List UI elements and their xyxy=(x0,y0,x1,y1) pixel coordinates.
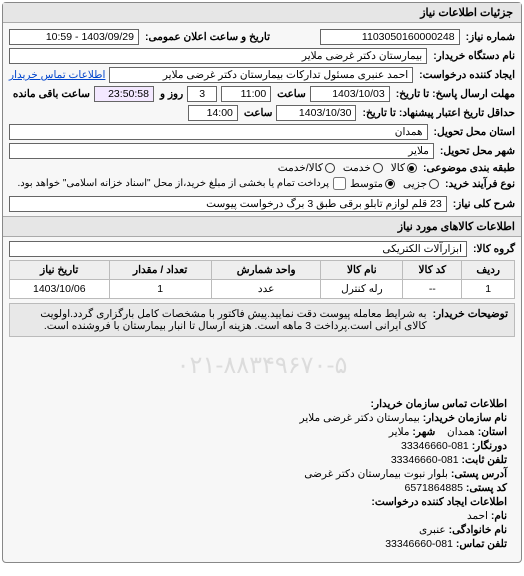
col-name: نام کالا xyxy=(321,261,403,280)
buyer-org-value: بیمارستان دکتر غرضی ملایر xyxy=(9,48,427,64)
panel-title: جزئیات اطلاعات نیاز xyxy=(3,3,521,23)
col-idx: ردیف xyxy=(462,261,515,280)
desc-value: 23 قلم لوازم تابلو برقی طبق 3 برگ درخواس… xyxy=(9,196,447,212)
province-label: استان محل تحویل: xyxy=(432,126,515,138)
req-no-value: 1103050160000248 xyxy=(320,29,460,45)
cat-service-option[interactable]: خدمت xyxy=(343,162,383,174)
group-label: گروه کالا: xyxy=(471,243,515,255)
cat-mixed-option[interactable]: کالا/خدمت xyxy=(278,162,335,174)
category-radio-group: کالا خدمت کالا/خدمت xyxy=(278,162,417,174)
row-city: شهر محل تحویل: ملایر xyxy=(9,143,515,159)
radio-icon xyxy=(407,163,417,173)
deadline-date: 1403/10/03 xyxy=(310,86,390,102)
col-code: کد کالا xyxy=(403,261,462,280)
row-buyer-org: نام دستگاه خریدار: بیمارستان دکتر غرضی م… xyxy=(9,48,515,64)
items-header-row: ردیف کد کالا نام کالا واحد شمارش تعداد /… xyxy=(10,261,515,280)
deadline-time: 11:00 xyxy=(221,86,271,102)
group-value: ابزارآلات الکتریکی xyxy=(9,241,467,257)
valid-label: حداقل تاریخ اعتبار پیشنهاد: تا تاریخ: xyxy=(360,107,515,119)
treasury-checkbox[interactable] xyxy=(333,177,346,190)
row-process: نوع فرآیند خرید: جزیی متوسط پرداخت تمام … xyxy=(9,177,515,190)
valid-time: 14:00 xyxy=(188,105,238,121)
row-category: طبقه بندی موضوعی: کالا خدمت کالا/خدمت xyxy=(9,162,515,174)
cat-goods-option[interactable]: کالا xyxy=(391,162,417,174)
time-label-2: ساعت xyxy=(242,107,273,119)
items-section-header: اطلاعات کالاهای مورد نیاز xyxy=(3,216,521,237)
row-province: استان محل تحویل: همدان xyxy=(9,124,515,140)
table-row[interactable]: 1 -- رله کنترل عدد 1 1403/10/06 xyxy=(10,280,515,299)
items-table: ردیف کد کالا نام کالا واحد شمارش تعداد /… xyxy=(9,260,515,299)
buyer-org-label: نام دستگاه خریدار: xyxy=(431,50,515,62)
footer-contact: اطلاعات تماس سازمان خریدار: نام سازمان خ… xyxy=(9,394,515,556)
radio-icon xyxy=(325,163,335,173)
days-remain-label: روز و xyxy=(158,88,183,100)
radio-icon xyxy=(429,179,439,189)
proc-low-option[interactable]: متوسط xyxy=(350,178,395,190)
radio-icon xyxy=(385,179,395,189)
buyer-contact-link[interactable]: اطلاعات تماس خریدار xyxy=(9,69,105,81)
valid-date: 1403/10/30 xyxy=(276,105,356,121)
process-label: نوع فرآیند خرید: xyxy=(443,178,515,190)
watermark-phone: ۰۲۱-۸۸۳۴۹۶۷۰-۵ xyxy=(9,337,515,394)
col-qty: تعداد / مقدار xyxy=(109,261,211,280)
proc-mid-option[interactable]: جزیی xyxy=(403,178,439,190)
row-valid: حداقل تاریخ اعتبار پیشنهاد: تا تاریخ: 14… xyxy=(9,105,515,121)
col-date: تاریخ نیاز xyxy=(10,261,110,280)
time-label-1: ساعت xyxy=(275,88,306,100)
city-value: ملایر xyxy=(9,143,434,159)
city-label: شهر محل تحویل: xyxy=(438,145,515,157)
row-req-no: شماره نیاز: 1103050160000248 تاریخ و ساع… xyxy=(9,29,515,45)
time-remain-label: ساعت باقی مانده xyxy=(11,88,90,100)
row-deadline: مهلت ارسال پاسخ: تا تاریخ: 1403/10/03 سا… xyxy=(9,86,515,102)
process-note: پرداخت تمام یا بخشی از مبلغ خرید،از محل … xyxy=(17,178,329,189)
note-label: توضیحات خریدار: xyxy=(433,308,508,332)
creator-section-hdr: اطلاعات ایجاد کننده درخواست: xyxy=(371,496,507,508)
announce-value: 1403/09/29 - 10:59 xyxy=(9,29,139,45)
col-unit: واحد شمارش xyxy=(211,261,321,280)
announce-label: تاریخ و ساعت اعلان عمومی: xyxy=(143,31,270,43)
note-text: به شرایط معامله پیوست دقت نمایید.پیش فاک… xyxy=(16,308,427,332)
buyer-note-box: توضیحات خریدار: به شرایط معامله پیوست دق… xyxy=(9,303,515,337)
process-radio-group: جزیی متوسط xyxy=(350,178,439,190)
desc-label: شرح کلی نیاز: xyxy=(451,198,515,210)
row-desc: شرح کلی نیاز: 23 قلم لوازم تابلو برقی طب… xyxy=(9,196,515,212)
req-no-label: شماره نیاز: xyxy=(464,31,515,43)
province-value: همدان xyxy=(9,124,428,140)
creator-value: احمد عنبری مسئول تدارکات بیمارستان دکتر … xyxy=(109,67,413,83)
days-remain: 3 xyxy=(187,86,217,102)
category-label: طبقه بندی موضوعی: xyxy=(421,162,515,174)
radio-icon xyxy=(373,163,383,173)
time-remain: 23:50:58 xyxy=(94,86,154,102)
details-panel: جزئیات اطلاعات نیاز شماره نیاز: 11030501… xyxy=(2,2,522,563)
row-group: گروه کالا: ابزارآلات الکتریکی xyxy=(9,241,515,257)
deadline-label: مهلت ارسال پاسخ: تا تاریخ: xyxy=(394,88,515,100)
footer-hdr: اطلاعات تماس سازمان خریدار: xyxy=(371,398,507,410)
creator-label: ایجاد کننده درخواست: xyxy=(417,69,515,81)
row-creator: ایجاد کننده درخواست: احمد عنبری مسئول تد… xyxy=(9,67,515,83)
